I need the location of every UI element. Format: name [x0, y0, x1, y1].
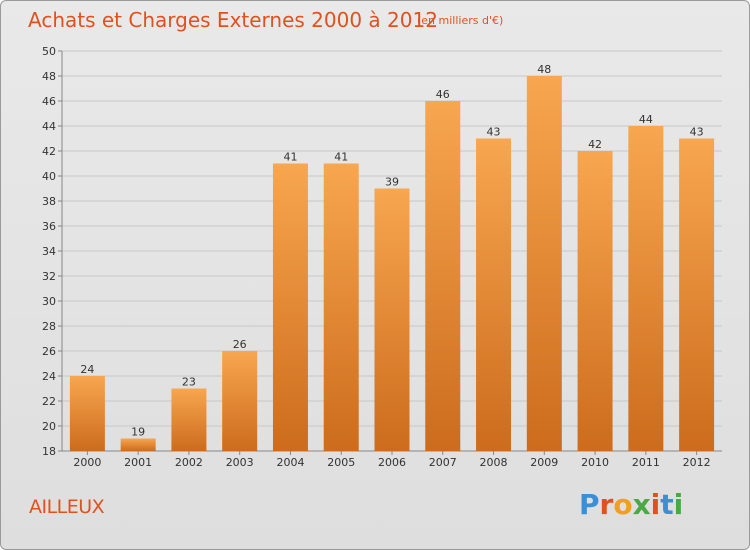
x-tick-label: 2009: [530, 456, 558, 469]
data-label: 24: [80, 363, 94, 376]
x-tick-label: 2011: [632, 456, 660, 469]
bar-2010: [577, 151, 613, 451]
x-tick-label: 2006: [378, 456, 406, 469]
data-label: 26: [233, 338, 247, 351]
data-label: 48: [537, 63, 551, 76]
logo-letter: i: [673, 488, 684, 521]
y-tick-label: 34: [42, 245, 56, 258]
logo-letter: t: [660, 488, 674, 521]
y-tick-label: 42: [42, 145, 56, 158]
y-tick-label: 18: [42, 445, 56, 458]
x-tick-label: 2010: [581, 456, 609, 469]
bar-2008: [476, 138, 512, 451]
y-tick-label: 36: [42, 220, 56, 233]
data-label: 19: [131, 426, 145, 439]
x-tick-label: 2007: [429, 456, 457, 469]
bar-2012: [679, 138, 715, 451]
y-tick-label: 40: [42, 170, 56, 183]
y-tick-label: 20: [42, 420, 56, 433]
bar-2003: [222, 351, 258, 451]
y-tick-label: 28: [42, 320, 56, 333]
logo-letter: o: [613, 488, 633, 521]
y-tick-label: 46: [42, 95, 56, 108]
bar-2002: [171, 388, 207, 451]
data-label: 43: [487, 126, 501, 139]
x-tick-label: 2001: [124, 456, 152, 469]
data-label: 42: [588, 138, 602, 151]
x-tick-label: 2000: [73, 456, 101, 469]
logo-letter: P: [579, 488, 600, 521]
bar-2006: [374, 188, 410, 451]
logo-letter: r: [599, 488, 614, 521]
chart-subtitle: (en milliers d'€): [417, 14, 504, 27]
y-tick-label: 50: [42, 45, 56, 58]
bar-2005: [323, 163, 359, 451]
bar-2007: [425, 101, 461, 451]
logo-letter: x: [632, 488, 651, 521]
bar-2000: [69, 376, 105, 451]
y-tick-label: 32: [42, 270, 56, 283]
x-tick-label: 2008: [480, 456, 508, 469]
chart-title: Achats et Charges Externes 2000 à 2012: [28, 8, 438, 32]
proxiti-logo[interactable]: Proxiti: [579, 488, 683, 521]
commune-name: AILLEUX: [29, 496, 105, 518]
y-tick-label: 24: [42, 370, 56, 383]
x-tick-label: 2003: [226, 456, 254, 469]
data-label: 43: [690, 126, 704, 139]
logo-letter: i: [650, 488, 661, 521]
data-label: 23: [182, 376, 196, 389]
x-tick-label: 2005: [327, 456, 355, 469]
x-tick-label: 2004: [276, 456, 304, 469]
y-tick-label: 26: [42, 345, 56, 358]
data-label: 39: [385, 176, 399, 189]
y-tick-label: 38: [42, 195, 56, 208]
data-labels: 24 19 23 26 41 41 39 46 43 48 42 44 43: [80, 63, 703, 439]
data-label: 41: [283, 151, 297, 164]
x-tick-label: 2002: [175, 456, 203, 469]
y-tick-label: 44: [42, 120, 56, 133]
x-tick-label: 2012: [683, 456, 711, 469]
bar-2001: [120, 438, 156, 451]
bar-2004: [272, 163, 308, 451]
data-label: 41: [334, 151, 348, 164]
data-label: 44: [639, 113, 653, 126]
y-tick-label: 30: [42, 295, 56, 308]
data-label: 46: [436, 88, 450, 101]
bars: [69, 76, 715, 451]
y-tick-label: 48: [42, 70, 56, 83]
y-tick-label: 22: [42, 395, 56, 408]
bar-2011: [628, 126, 664, 451]
bar-2009: [526, 76, 562, 451]
